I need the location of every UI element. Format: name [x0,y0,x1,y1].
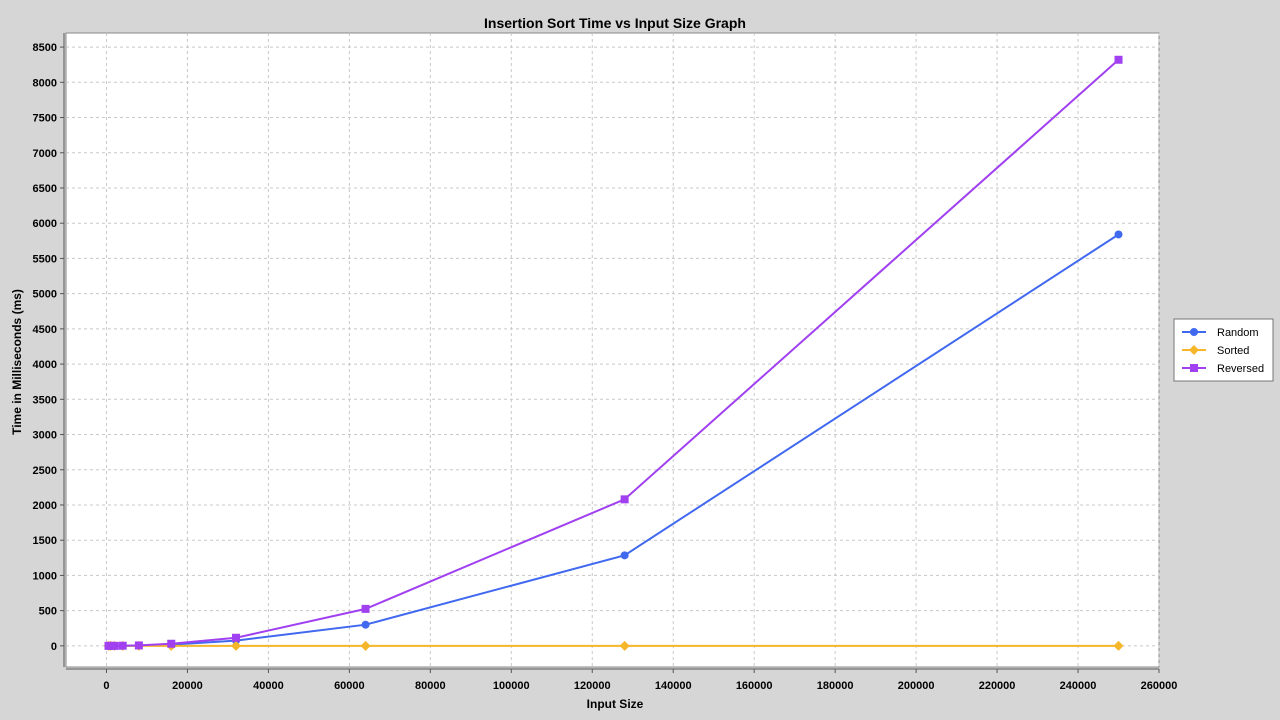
x-tick-label: 140000 [655,680,692,692]
y-tick-label: 6500 [33,183,57,195]
x-tick-label: 260000 [1141,680,1178,692]
x-tick-label: 100000 [493,680,530,692]
data-point-reversed [620,495,629,504]
x-tick-label: 60000 [334,680,365,692]
data-point-reversed [110,641,119,650]
data-point-random [361,620,370,629]
y-tick-label: 500 [39,606,57,618]
data-point-sorted [619,640,630,651]
data-point-reversed [232,633,241,642]
y-tick-label: 1000 [33,570,57,582]
legend-label-sorted: Sorted [1217,345,1249,357]
x-tick-label: 240000 [1060,680,1097,692]
data-point-reversed [134,641,143,650]
data-point-random [1114,230,1123,239]
x-tick-label: 160000 [736,680,773,692]
data-point-reversed [361,604,370,613]
y-tick-label: 7000 [33,148,57,160]
y-tick-label: 5000 [33,289,57,301]
data-point-sorted [1113,640,1124,651]
y-tick-label: 2500 [33,465,57,477]
data-point-sorted [231,640,242,651]
y-tick-label: 3500 [33,394,57,406]
x-tick-label: 200000 [898,680,935,692]
data-point-reversed [118,641,127,650]
legend-marker-sorted [1189,345,1199,355]
data-point-reversed [106,641,115,650]
plot-area [65,32,1160,668]
x-tick-label: 40000 [253,680,284,692]
legend-marker-reversed [1190,364,1198,372]
y-tick-label: 2000 [33,500,57,512]
y-tick-label: 8000 [33,77,57,89]
legend: Random Sorted Reversed [1173,318,1274,382]
x-axis-label: Input Size [587,697,644,711]
x-tick-label: 120000 [574,680,611,692]
x-tick-label: 180000 [817,680,854,692]
legend-item-reversed: Reversed [1182,363,1264,375]
data-point-random [620,551,629,560]
legend-item-sorted: Sorted [1182,345,1249,357]
chart-title: Insertion Sort Time vs Input Size Graph [484,15,746,31]
x-tick-label: 20000 [172,680,203,692]
y-tick-label: 6000 [33,218,57,230]
x-tick-label: 80000 [415,680,446,692]
data-point-reversed [167,639,176,648]
y-tick-label: 4500 [33,324,57,336]
x-tick-label: 0 [103,680,109,692]
x-tick-label: 220000 [979,680,1016,692]
y-tick-label: 5500 [33,253,57,265]
y-axis-label: Time in Milliseconds (ms) [10,289,24,435]
legend-item-random: Random [1182,327,1259,339]
legend-label-reversed: Reversed [1217,363,1264,375]
data-point-sorted [360,640,371,651]
legend-label-random: Random [1217,327,1259,339]
data-point-reversed [1114,55,1123,64]
y-tick-label: 3000 [33,430,57,442]
y-tick-label: 1500 [33,535,57,547]
legend-marker-random [1190,328,1198,336]
y-tick-label: 7500 [33,113,57,125]
y-tick-label: 4000 [33,359,57,371]
y-tick-label: 0 [51,641,57,653]
series-reversed [104,55,1123,650]
y-tick-label: 8500 [33,42,57,54]
